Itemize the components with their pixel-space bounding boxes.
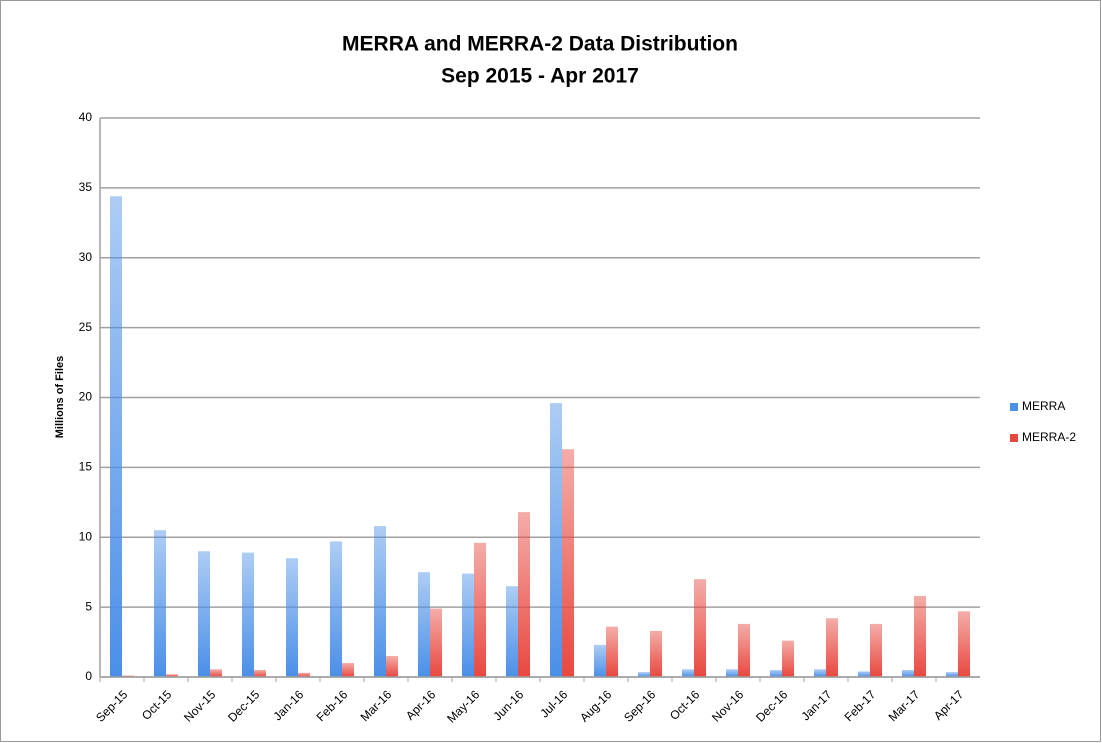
bar: [814, 669, 826, 677]
legend-swatch: [1010, 403, 1018, 411]
y-axis-title: Millions of Files: [54, 356, 66, 439]
bar: [946, 672, 958, 677]
bar: [110, 196, 122, 677]
bar: [298, 672, 310, 677]
y-tick-label: 20: [79, 390, 93, 404]
bar: [826, 618, 838, 677]
bar: [418, 572, 430, 677]
bar: [726, 669, 738, 677]
bar: [518, 512, 530, 677]
y-tick-label: 35: [79, 180, 93, 194]
bar: [858, 671, 870, 677]
legend-label: MERRA-2: [1022, 430, 1076, 444]
bar: [550, 403, 562, 677]
bar: [650, 630, 662, 677]
y-tick-label: 30: [79, 250, 93, 264]
legend-label: MERRA: [1022, 399, 1065, 413]
bar: [506, 586, 518, 677]
bar: [166, 674, 178, 677]
bar: [694, 579, 706, 677]
bar: [430, 608, 442, 677]
bar: [286, 558, 298, 677]
bar: [562, 449, 574, 677]
legend-swatch: [1010, 434, 1018, 442]
bar: [594, 644, 606, 677]
bar: [242, 552, 254, 677]
y-tick-label: 40: [79, 110, 93, 124]
bar: [474, 542, 486, 677]
bar: [210, 669, 222, 677]
y-tick-label: 25: [79, 320, 93, 334]
bar: [198, 551, 210, 677]
chart-title: MERRA and MERRA-2 Data Distribution: [342, 33, 738, 56]
bar: [374, 526, 386, 677]
bar: [782, 640, 794, 677]
bar: [770, 670, 782, 677]
bar: [254, 670, 266, 677]
y-tick-label: 0: [85, 669, 92, 683]
y-tick-label: 10: [79, 529, 93, 543]
bar: [154, 530, 166, 677]
bar: [958, 611, 970, 677]
bar: [386, 656, 398, 677]
bar: [870, 623, 882, 677]
bar: [342, 663, 354, 677]
bar: [738, 623, 750, 677]
y-tick-label: 5: [85, 599, 92, 613]
chart-subtitle: Sep 2015 - Apr 2017: [441, 65, 639, 88]
bar: [606, 626, 618, 677]
bar: [902, 670, 914, 677]
bar: [914, 595, 926, 677]
y-tick-label: 15: [79, 460, 93, 474]
bar: [638, 672, 650, 677]
bar: [462, 573, 474, 677]
bar: [682, 669, 694, 677]
bar: [330, 541, 342, 677]
